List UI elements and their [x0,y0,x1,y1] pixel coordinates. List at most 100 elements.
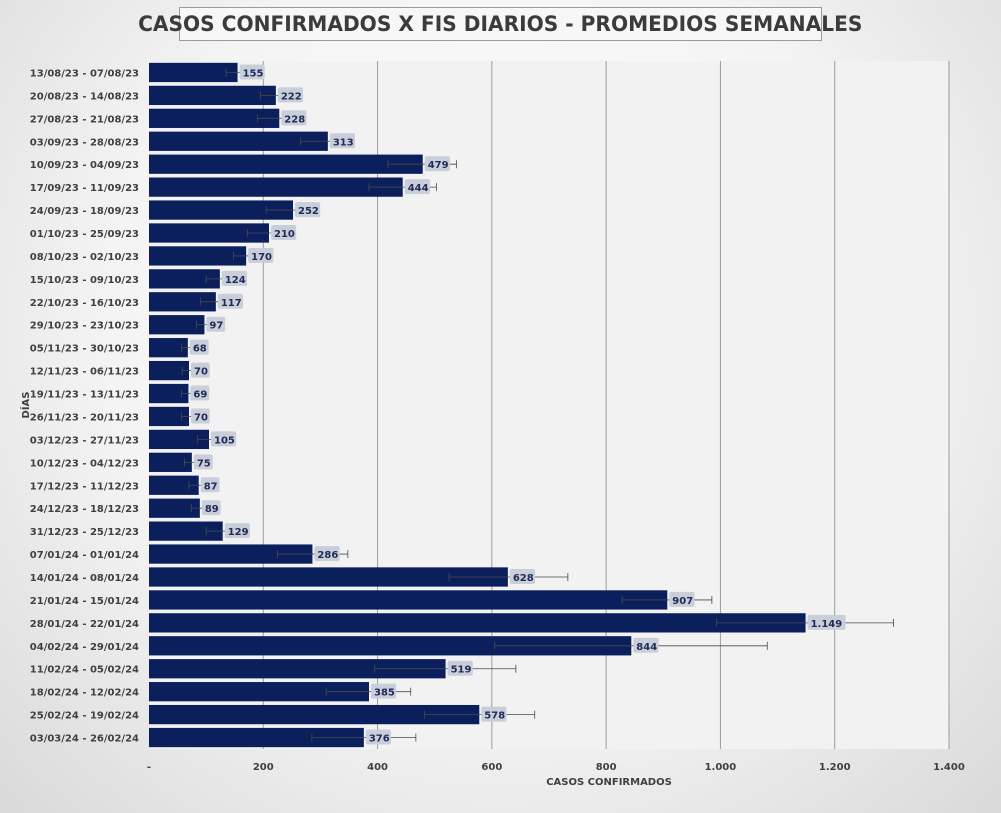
data-label: 286 [317,550,338,561]
data-label-box [329,133,356,149]
bar [149,383,189,404]
bar [149,85,276,106]
plot-area [149,61,949,749]
x-tick-label: 200 [253,762,274,773]
x-tick-label: 1.400 [933,762,965,773]
y-axis-label: DÍAS [19,392,32,419]
data-label: 97 [209,321,223,332]
data-label: 628 [513,573,534,584]
x-tick-labels: - 200 400 600 800 1.000 1.200 1.400 [147,762,965,773]
bar [149,177,403,197]
data-label-box [193,454,213,470]
bar [149,292,216,312]
y-tick-label: 17/12/23 - 11/12/23 [30,481,139,492]
data-label: 376 [369,734,390,745]
data-label: 844 [636,642,657,653]
data-label-box [404,179,430,195]
data-label: 907 [672,596,693,607]
bar [149,223,269,243]
y-tick-label: 20/08/23 - 14/08/23 [30,91,139,102]
bar [149,131,328,151]
data-label-box [295,202,321,218]
y-tick-label: 05/11/23 - 30/10/23 [30,344,139,355]
bar [149,590,668,610]
data-labels-group: 155 222 228 313 479 444 252 210 170 124 117 97 68 70 6… [189,64,846,745]
y-tick-label: 19/11/23 - 13/11/23 [30,390,139,401]
data-label-box [365,729,392,745]
bar [149,544,313,564]
y-tick-label: 04/02/24 - 29/01/24 [30,642,139,653]
x-tick-label: 400 [367,762,388,773]
data-label: 124 [225,275,246,286]
data-label: 69 [193,390,207,401]
y-tick-label: 22/10/23 - 16/10/23 [30,298,139,309]
data-label: 129 [228,527,249,538]
data-label: 210 [274,229,295,240]
data-label-box [509,569,536,584]
data-label-box [633,637,659,653]
x-tick-label: 1.000 [705,762,737,773]
chart-title: CASOS CONFIRMADOS X FIS DIARIOS - PROMED… [138,7,863,41]
data-label: 155 [243,68,264,79]
data-label: 1.149 [811,619,843,630]
data-label-box [424,156,450,172]
data-label: 578 [484,711,505,722]
data-label: 70 [194,412,208,423]
data-label-box [239,64,265,80]
bar [149,659,446,679]
y-tick-label: 24/12/23 - 18/12/23 [30,504,139,515]
bar [149,108,280,128]
data-label: 89 [205,504,219,515]
data-label-box [206,316,226,332]
bar [149,315,205,335]
x-tick-label: - [147,762,151,773]
data-label: 313 [333,137,354,148]
data-label-box [211,431,237,447]
bar [149,200,293,220]
y-tick-label: 24/09/23 - 18/09/23 [30,206,139,217]
data-label-box [217,293,244,309]
data-label: 75 [197,458,211,469]
data-label-box [281,110,307,126]
data-label: 105 [214,435,235,446]
y-tick-label: 08/10/23 - 02/10/23 [30,252,139,263]
y-tick-label: 27/08/23 - 21/08/23 [30,114,139,125]
gridlines [262,61,950,749]
data-label: 385 [374,688,395,699]
data-label: 444 [408,183,429,194]
data-label-box [200,477,220,493]
y-tick-label: 15/10/23 - 09/10/23 [30,275,139,286]
x-tick-label: 600 [481,762,502,773]
bar [149,360,189,381]
data-label-box [224,523,250,539]
y-tick-label: 03/03/24 - 26/02/24 [30,734,139,745]
data-label: 252 [298,206,319,217]
y-tick-label: 03/12/23 - 27/11/23 [30,435,139,446]
data-label-box [248,247,274,263]
data-label-box [221,270,248,286]
y-tick-label: 12/11/23 - 06/11/23 [30,367,139,378]
bars-group [149,62,806,748]
y-tick-label: 25/02/24 - 19/02/24 [30,711,139,722]
bar [149,567,508,587]
bar [149,338,188,358]
bar [149,682,369,702]
data-label: 519 [451,665,472,676]
data-label: 70 [194,367,208,378]
y-tick-label: 07/01/24 - 01/01/24 [30,550,139,561]
y-tick-label: 10/12/23 - 04/12/23 [30,458,139,469]
data-label: 479 [428,160,449,171]
bar [149,521,223,541]
bar [149,62,238,83]
bar [149,406,189,427]
data-label: 87 [204,481,218,492]
data-label-box [371,683,397,699]
y-tick-label: 31/12/23 - 25/12/23 [30,527,139,538]
y-tick-label: 14/01/24 - 08/01/24 [30,573,139,584]
data-label: 222 [281,91,302,102]
y-tick-label: 28/01/24 - 22/01/24 [30,619,139,630]
bar [149,704,480,725]
data-label: 228 [284,114,305,125]
bar [149,154,423,174]
bar [149,636,632,656]
